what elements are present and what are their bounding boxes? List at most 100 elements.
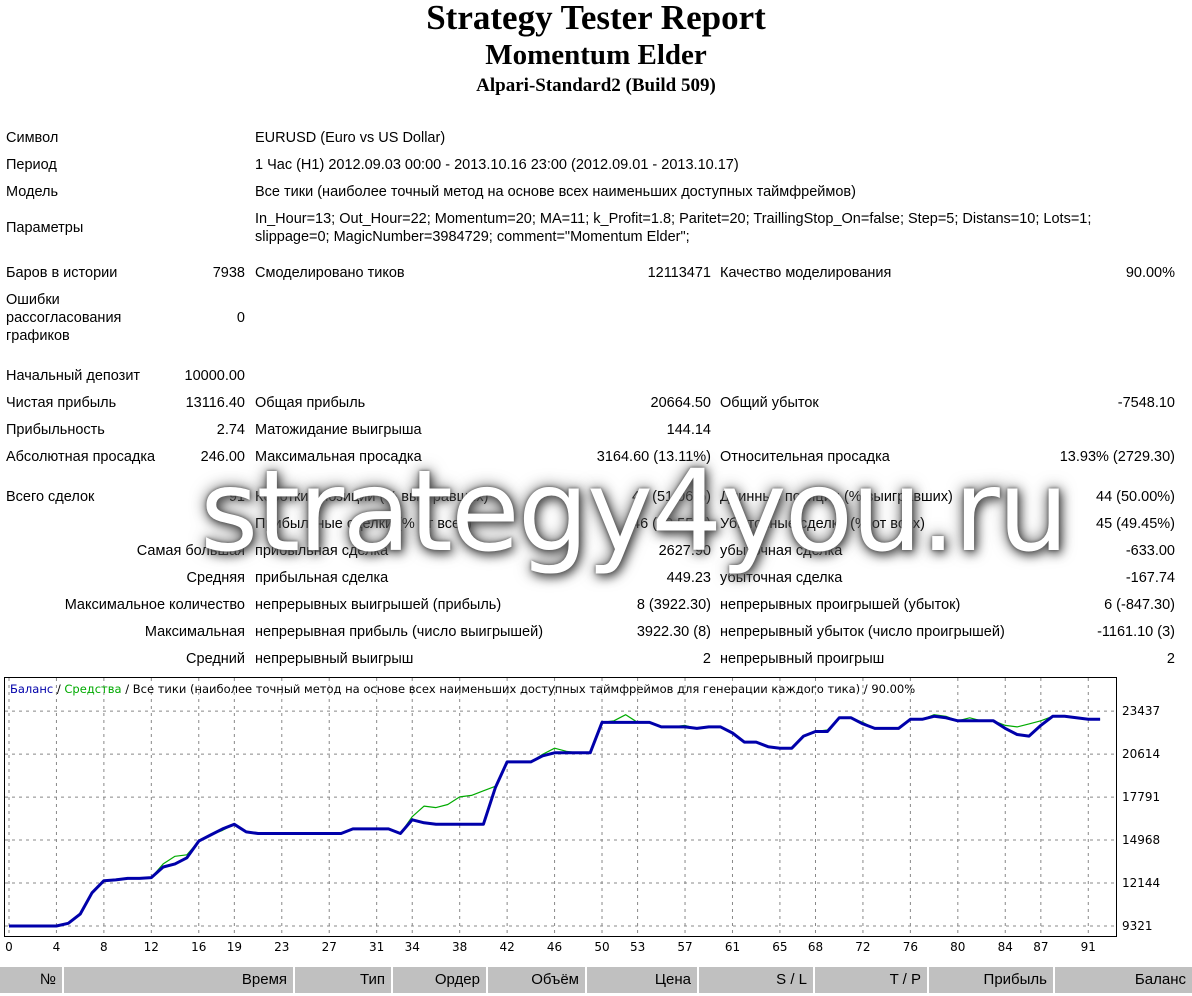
params-line-2: slippage=0; MagicNumber=3984729; comment… [255, 229, 690, 245]
y-tick-label-0: 9321 [1122, 919, 1153, 933]
column-header-6: S / L [699, 967, 813, 993]
long-positions-label: Длинные позиции (% выигравших) [720, 489, 953, 505]
x-tick-label-12: 46 [546, 940, 563, 954]
x-tick-label-15: 57 [677, 940, 693, 954]
errors-label-1: Ошибки [6, 292, 60, 308]
gross-loss-label: Общий убыток [720, 395, 819, 411]
x-tick-label-8: 31 [369, 940, 385, 954]
x-tick-label-24: 91 [1080, 940, 1096, 954]
average-loss-label: убыточная сделка [720, 570, 843, 586]
total-trades-label: Всего сделок [6, 489, 95, 505]
largest-label: Самая большая [136, 543, 245, 559]
errors-value: 0 [236, 310, 245, 326]
x-tick-label-17: 65 [772, 940, 788, 954]
rel-drawdown-label: Относительная просадка [720, 449, 890, 465]
maximal-loss-value: -1161.10 (3) [1097, 624, 1175, 640]
column-header-9: Баланс [1055, 967, 1192, 993]
avg-consecutive-loss-value: 2 [1166, 651, 1175, 667]
x-tick-label-9: 34 [404, 940, 420, 954]
bars-value: 7938 [212, 265, 245, 281]
errors-label-3: графиков [6, 328, 70, 344]
ticks-value: 12113471 [647, 265, 711, 281]
bars-label: Баров в истории [6, 265, 118, 281]
errors-label-2: рассогласования [6, 310, 122, 326]
profit-factor-value: 2.74 [216, 422, 245, 438]
server-build: Alpari-Standard2 (Build 509) [476, 75, 716, 96]
avg-consecutive-loss-label: непрерывный проигрыш [720, 651, 885, 667]
expected-payoff-label: Матожидание выигрыша [255, 422, 422, 438]
legend-balance: Баланс [10, 682, 54, 696]
column-header-2: Тип [295, 967, 391, 993]
x-tick-label-11: 42 [499, 940, 515, 954]
max-drawdown-value: 3164.60 (13.11%) [596, 449, 711, 465]
x-tick-label-20: 76 [902, 940, 919, 954]
y-tick-label-5: 23437 [1122, 704, 1161, 719]
long-positions-value: 44 (50.00%) [1096, 489, 1175, 505]
maximal-loss-label: непрерывный убыток (число проигрышей) [720, 624, 1005, 640]
x-tick-label-21: 80 [950, 940, 966, 954]
x-tick-label-3: 12 [143, 940, 159, 954]
column-header-3: Ордер [393, 967, 486, 993]
expected-payoff-value: 144.14 [666, 422, 711, 438]
params-label: Параметры [6, 220, 84, 236]
model-label: Модель [6, 184, 59, 200]
deposit-label: Начальный депозит [6, 368, 141, 384]
column-header-5: Цена [587, 967, 697, 993]
x-tick-label-7: 27 [321, 940, 337, 954]
column-header-0: № [0, 967, 62, 993]
x-tick-label-5: 19 [226, 940, 242, 954]
maximal-win-value: 3922.30 (8) [636, 624, 711, 640]
max-drawdown-label: Максимальная просадка [255, 449, 422, 465]
largest-loss-label: убыточная сделка [720, 543, 843, 559]
average-label: Средняя [186, 570, 245, 586]
gross-profit-value: 20664.50 [650, 395, 711, 411]
legend-equity: Средства [64, 682, 122, 696]
profit-trades-label: Прибыльные сделки (% от всех) [255, 516, 472, 532]
maximal-label: Максимальная [144, 624, 245, 640]
x-tick-label-14: 53 [629, 940, 646, 954]
y-tick-label-2: 14968 [1122, 833, 1161, 848]
period-value: 1 Час (H1) 2012.09.03 00:00 - 2013.10.16… [255, 157, 739, 173]
max-count-loss-label: непрерывных проигрышей (убыток) [720, 597, 961, 613]
legend-description: / Все тики (наиболее точный метод на осн… [125, 682, 916, 696]
model-value: Все тики (наиболее точный метод на основ… [255, 184, 856, 200]
largest-profit-value: 2627.90 [658, 543, 711, 559]
x-tick-label-13: 50 [594, 940, 610, 954]
gross-loss-value: -7548.10 [1117, 395, 1175, 411]
loss-trades-label: Убыточные сделки (% от всех) [720, 516, 925, 532]
x-tick-label-16: 61 [724, 940, 741, 954]
max-count-loss-value: 6 (-847.30) [1104, 597, 1175, 613]
y-tick-label-4: 20614 [1122, 747, 1161, 762]
profit-factor-label: Прибыльность [6, 422, 105, 438]
report-title: Strategy Tester Report [426, 0, 766, 37]
net-profit-value: 13116.40 [185, 395, 245, 411]
balance-chart [4, 677, 1117, 937]
chart-legend: Баланс / Средства / Все тики (наиболее т… [10, 682, 916, 696]
x-tick-label-19: 72 [855, 940, 871, 954]
average-profit-label: прибыльная сделка [255, 570, 389, 586]
rel-drawdown-value: 13.93% (2729.30) [1059, 449, 1175, 465]
symbol-value: EURUSD (Euro vs US Dollar) [255, 130, 446, 146]
max-count-win-label: непрерывных выигрышей (прибыль) [255, 597, 502, 613]
column-header-1: Время [64, 967, 293, 993]
quality-value: 90.00% [1125, 265, 1175, 281]
x-tick-label-18: 68 [807, 940, 824, 954]
avg-consecutive-win-label: непрерывный выигрыш [255, 651, 414, 667]
x-tick-label-10: 38 [452, 940, 468, 954]
max-count-label: Максимальное количество [64, 597, 245, 613]
gross-profit-label: Общая прибыль [255, 395, 366, 411]
deposit-value: 10000.00 [184, 368, 245, 384]
period-label: Период [6, 157, 57, 173]
x-tick-label-0: 0 [5, 940, 13, 954]
balance-chart-svg [5, 678, 1116, 936]
expert-name: Momentum Elder [485, 39, 707, 71]
y-tick-label-1: 12144 [1122, 876, 1161, 891]
profit-trades-value: 46 (50.55%) [632, 516, 711, 532]
total-trades-value: 91 [228, 489, 245, 505]
largest-profit-label: прибыльная сделка [255, 543, 389, 559]
ticks-label: Смоделировано тиков [255, 265, 405, 281]
x-tick-label-2: 8 [100, 940, 108, 954]
average-loss-value: -167.74 [1125, 570, 1175, 586]
short-positions-value: 47 (51.06%) [632, 489, 711, 505]
